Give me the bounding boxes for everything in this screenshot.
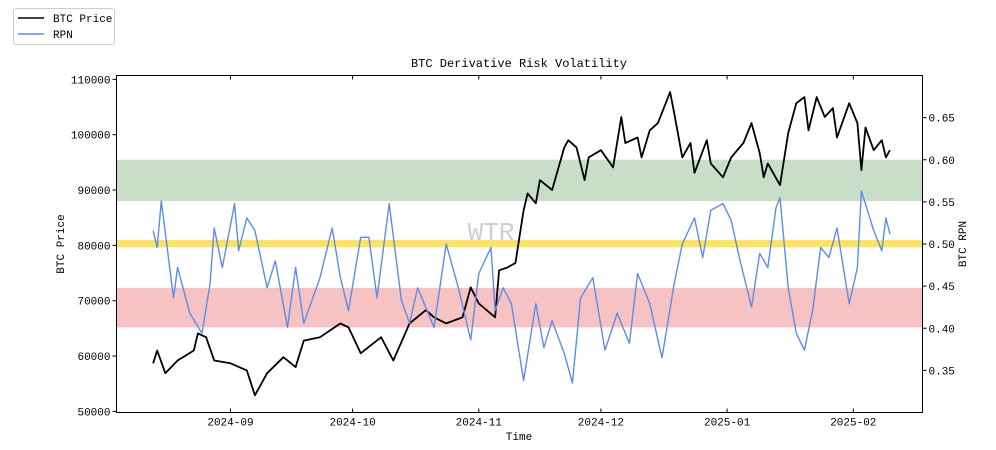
y-right-tick-label: 0.55 xyxy=(929,198,955,210)
y-left-tick-label: 90000 xyxy=(77,186,110,198)
band-low-zone xyxy=(116,287,923,328)
y-right-tick-label: 0.60 xyxy=(929,156,955,168)
x-axis-label: Time xyxy=(506,432,532,444)
series-lines xyxy=(152,91,891,397)
y-right-tick-label: 0.45 xyxy=(929,282,955,294)
y-axis-left-label: BTC Price xyxy=(56,214,68,273)
series-line-btc-price xyxy=(152,91,891,397)
y-axis-right-label: BTC RPN xyxy=(958,221,970,267)
y-axis-left: 50000 60000 70000 80000 90000 100000 110000 xyxy=(71,75,117,419)
y-right-tick-label: 0.40 xyxy=(929,324,955,336)
y-right-tick-label: 0.65 xyxy=(929,114,955,126)
y-right-tick-label: 0.50 xyxy=(929,240,955,252)
band-high-zone xyxy=(116,159,923,202)
y-left-tick-label: 70000 xyxy=(77,297,110,309)
y-left-tick-label: 60000 xyxy=(77,352,110,364)
y-left-tick-label: 110000 xyxy=(71,75,111,87)
y-axis-right: 0.35 0.40 0.45 0.50 0.55 0.60 0.65 xyxy=(922,114,955,378)
y-left-tick-label: 100000 xyxy=(71,131,111,143)
x-tick-label: 2025-02 xyxy=(830,418,876,430)
y-left-tick-label: 50000 xyxy=(77,407,110,419)
legend-label-rpn: RPN xyxy=(53,30,73,42)
x-tick-label: 2024-11 xyxy=(456,418,503,430)
watermark: WTR xyxy=(468,218,515,248)
x-tick-label: 2024-09 xyxy=(207,418,253,430)
x-tick-label: 2024-10 xyxy=(329,418,375,430)
y-left-tick-label: 80000 xyxy=(77,241,110,253)
legend: BTC Price RPN xyxy=(13,8,115,45)
x-tick-label: 2025-01 xyxy=(704,418,751,430)
band-mid-line xyxy=(116,239,923,248)
series-line-rpn xyxy=(152,190,891,384)
x-axis: 2024-09 2024-10 2024-11 2024-12 2025-01 2025-… xyxy=(207,75,876,430)
x-tick-label: 2024-12 xyxy=(578,418,624,430)
y-right-tick-label: 0.35 xyxy=(929,366,955,378)
chart-title: BTC Derivative Risk Volatility xyxy=(411,57,627,71)
risk-bands xyxy=(116,159,923,328)
legend-label-btc-price: BTC Price xyxy=(53,14,112,26)
